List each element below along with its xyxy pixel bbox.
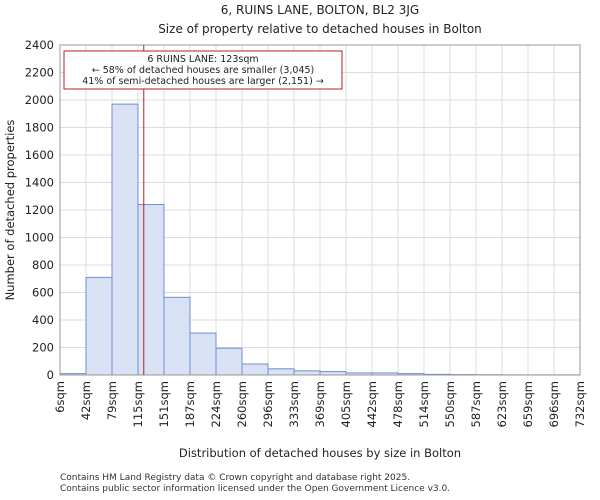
y-tick-label: 1200	[25, 203, 54, 217]
x-axis-label: Distribution of detached houses by size …	[179, 446, 461, 460]
y-tick-label: 2000	[25, 93, 54, 107]
y-tick-label: 800	[32, 258, 54, 272]
x-tick-label: 115sqm	[131, 381, 145, 427]
x-axis-ticks: 6sqm 42sqm 79sqm 115sqm 151sqm 187sqm 224sqm 26…	[53, 381, 587, 427]
bar	[163, 296, 191, 376]
plot-frame	[59, 44, 581, 376]
chart-title: 6, RUINS LANE, BOLTON, BL2 3JG	[221, 3, 419, 17]
bar	[215, 347, 243, 376]
x-tick-label: 151sqm	[157, 381, 171, 427]
x-tick-label: 296sqm	[261, 381, 275, 427]
annotation-line-2: ← 58% of detached houses are smaller (3,…	[92, 65, 315, 76]
x-tick-label: 550sqm	[443, 381, 457, 427]
x-tick-label: 405sqm	[339, 381, 353, 427]
x-tick-label: 79sqm	[105, 381, 119, 420]
bar	[189, 332, 217, 376]
x-tick-label: 369sqm	[313, 381, 327, 427]
bar	[319, 371, 347, 376]
x-tick-label: 260sqm	[235, 381, 249, 427]
footer-line-1: Contains HM Land Registry data © Crown c…	[60, 473, 411, 483]
y-tick-label: 400	[32, 313, 54, 327]
annotation-box: 6 RUINS LANE: 123sqm ← 58% of detached h…	[63, 50, 343, 90]
y-tick-label: 1400	[25, 176, 54, 190]
x-tick-label: 478sqm	[391, 381, 405, 427]
y-tick-label: 2400	[25, 38, 54, 52]
x-tick-label: 514sqm	[417, 381, 431, 427]
x-tick-label: 696sqm	[547, 381, 561, 427]
y-tick-label: 1800	[25, 121, 54, 135]
y-axis-label: Number of detached properties	[3, 120, 17, 301]
y-tick-label: 600	[32, 286, 54, 300]
bar	[85, 276, 113, 376]
bar	[293, 370, 321, 376]
bars	[59, 103, 581, 376]
y-tick-label: 2200	[25, 66, 54, 80]
x-tick-label: 587sqm	[469, 381, 483, 427]
annotation-line-3: 41% of semi-detached houses are larger (…	[82, 76, 324, 87]
x-tick-label: 623sqm	[495, 381, 509, 427]
y-tick-label: 200	[32, 341, 54, 355]
x-tick-label: 442sqm	[365, 381, 379, 427]
y-axis-ticks: 0 200 400 600 800 1000 1200 1400 1600 1800 2000 220…	[25, 38, 54, 382]
bar	[241, 363, 269, 376]
y-tick-label: 0	[47, 368, 54, 382]
x-tick-label: 6sqm	[53, 381, 67, 413]
footer-line-2: Contains public sector information licen…	[60, 484, 451, 494]
x-tick-label: 659sqm	[521, 381, 535, 427]
x-tick-label: 187sqm	[183, 381, 197, 427]
y-tick-label: 1000	[25, 231, 54, 245]
bar	[137, 204, 165, 376]
x-tick-label: 42sqm	[79, 381, 93, 420]
y-tick-label: 1600	[25, 148, 54, 162]
x-tick-label: 333sqm	[287, 381, 301, 427]
bar	[111, 103, 139, 376]
x-tick-label: 732sqm	[573, 381, 587, 427]
x-tick-label: 224sqm	[209, 381, 223, 427]
annotation-line-1: 6 RUINS LANE: 123sqm	[147, 54, 258, 65]
bar	[267, 368, 295, 376]
chart-subtitle: Size of property relative to detached ho…	[158, 22, 482, 36]
